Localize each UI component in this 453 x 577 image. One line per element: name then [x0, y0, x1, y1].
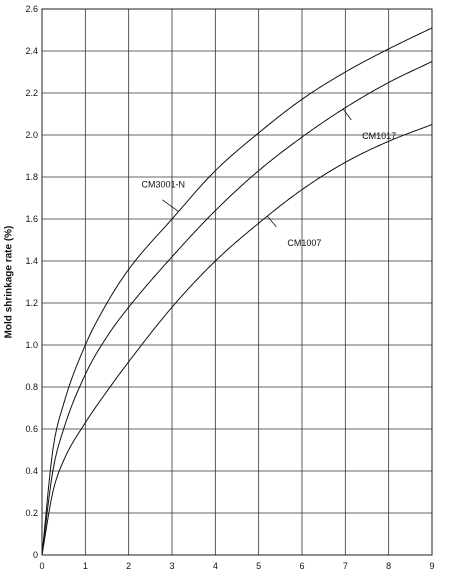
annotation-leader — [162, 199, 179, 212]
y-tick-label: 0.2 — [25, 508, 38, 518]
annotation-cm3001-n: CM3001-N — [142, 180, 186, 190]
annotation-cm1017: CM1017 — [362, 131, 396, 141]
y-axis-label: Mold shrinkage rate (%) — [4, 226, 15, 339]
x-tick-label: 4 — [213, 561, 218, 571]
x-tick-label: 7 — [343, 561, 348, 571]
x-tick-label: 8 — [386, 561, 391, 571]
tick-labels: 0 1 2 3 4 5 6 7 8 9 0 0.2 0.4 0.6 0.8 1.0 1.2 1.4 1.6 1.8 2.… — [25, 4, 434, 571]
y-tick-label: 2.0 — [25, 130, 38, 140]
y-tick-label: 1.6 — [25, 214, 38, 224]
series-lines — [41, 27, 433, 556]
y-tick-label: 0.6 — [25, 424, 38, 434]
series-line-cm1017 — [41, 61, 433, 556]
x-tick-label: 9 — [429, 561, 434, 571]
y-tick-label: 0.4 — [25, 466, 38, 476]
annotation-leader — [267, 215, 277, 228]
y-tick-label: 1.0 — [25, 340, 38, 350]
y-tick-label: 2.4 — [25, 46, 38, 56]
series-line-cm1007 — [41, 124, 433, 556]
annotation-cm1007: CM1007 — [287, 238, 321, 248]
plot-frame — [41, 8, 433, 556]
y-tick-label: 0.8 — [25, 382, 38, 392]
y-tick-label: 2.2 — [25, 88, 38, 98]
x-tick-label: 6 — [299, 561, 304, 571]
annotation-leader — [342, 108, 352, 121]
y-tick-label: 1.4 — [25, 256, 38, 266]
x-tick-label: 3 — [169, 561, 174, 571]
y-tick-label: 1.8 — [25, 172, 38, 182]
y-tick-label: 2.6 — [25, 4, 38, 14]
y-tick-label: 0 — [33, 550, 38, 560]
y-tick-label: 1.2 — [25, 298, 38, 308]
x-tick-label: 5 — [256, 561, 261, 571]
x-tick-label: 0 — [39, 561, 44, 571]
annotations: CM3001-N CM1017 CM1007 — [142, 108, 396, 248]
x-tick-label: 1 — [83, 561, 88, 571]
x-tick-label: 2 — [126, 561, 131, 571]
series-line-cm3001-n — [41, 27, 433, 556]
